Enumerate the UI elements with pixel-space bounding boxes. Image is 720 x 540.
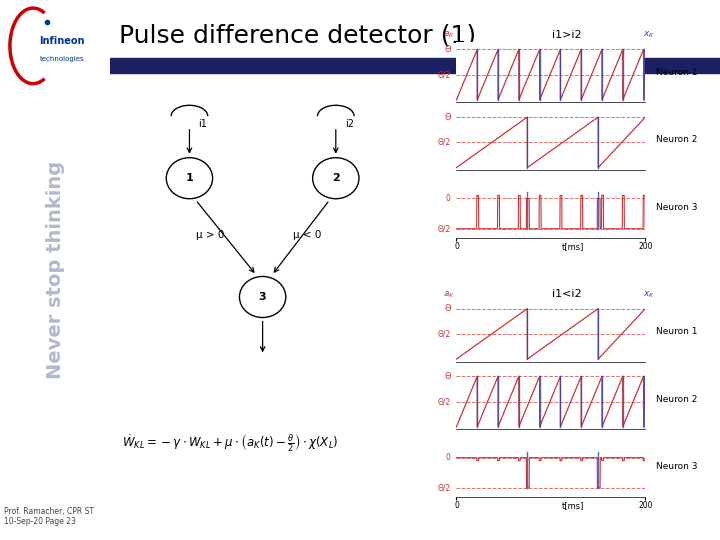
Circle shape (312, 158, 359, 199)
Text: Never stop thinking: Never stop thinking (45, 161, 65, 379)
Text: i1>i2: i1>i2 (552, 30, 582, 40)
Text: Neuron 3: Neuron 3 (656, 462, 698, 471)
Text: Θ/2: Θ/2 (438, 138, 451, 147)
Text: Θ/2: Θ/2 (438, 483, 451, 492)
Text: t[ms]: t[ms] (562, 241, 584, 251)
Text: Θ/2: Θ/2 (438, 70, 451, 79)
Text: $x_K$: $x_K$ (643, 289, 655, 300)
Text: 2: 2 (332, 173, 340, 183)
Text: $a_K$: $a_K$ (443, 289, 455, 300)
Text: μ < 0: μ < 0 (293, 230, 322, 240)
Text: Pulse difference detector (1): Pulse difference detector (1) (120, 23, 477, 47)
Text: Θ: Θ (444, 45, 451, 54)
Text: Neuron 1: Neuron 1 (656, 68, 698, 77)
Text: Prof. Ramacher, CPR ST
10-Sep-20 Page 23: Prof. Ramacher, CPR ST 10-Sep-20 Page 23 (4, 507, 94, 526)
Text: technologies: technologies (40, 56, 84, 63)
Text: i1<i2: i1<i2 (552, 289, 582, 299)
Text: Neuron 2: Neuron 2 (656, 136, 698, 144)
Text: Θ: Θ (444, 304, 451, 313)
Bar (110, 58, 720, 73)
Ellipse shape (6, 11, 99, 81)
Circle shape (240, 276, 286, 318)
Text: Neuron 1: Neuron 1 (656, 327, 698, 336)
Text: i1: i1 (199, 119, 207, 129)
Text: Θ: Θ (444, 372, 451, 381)
Text: 1: 1 (186, 173, 193, 183)
Text: t[ms]: t[ms] (562, 501, 584, 510)
Text: Neuron 3: Neuron 3 (656, 203, 698, 212)
Text: 3: 3 (258, 292, 266, 302)
Text: Θ/2: Θ/2 (438, 224, 451, 233)
Text: $x_K$: $x_K$ (643, 30, 655, 40)
Text: Infineon: Infineon (39, 36, 84, 45)
Text: $\dot{W}_{KL}=-\gamma\cdot W_{KL}+\mu\cdot\left(a_K(t)-\frac{\theta}{2}\right)\c: $\dot{W}_{KL}=-\gamma\cdot W_{KL}+\mu\cd… (122, 433, 339, 453)
Text: μ > 0: μ > 0 (196, 230, 224, 240)
Circle shape (166, 158, 212, 199)
Text: 0: 0 (446, 453, 451, 462)
Text: Θ/2: Θ/2 (438, 329, 451, 339)
Text: Θ/2: Θ/2 (438, 397, 451, 406)
Text: i2: i2 (345, 119, 354, 129)
Text: Neuron 2: Neuron 2 (656, 395, 698, 403)
Text: 0: 0 (446, 194, 451, 203)
Text: Θ: Θ (444, 112, 451, 122)
Text: $a_K$: $a_K$ (443, 30, 455, 40)
